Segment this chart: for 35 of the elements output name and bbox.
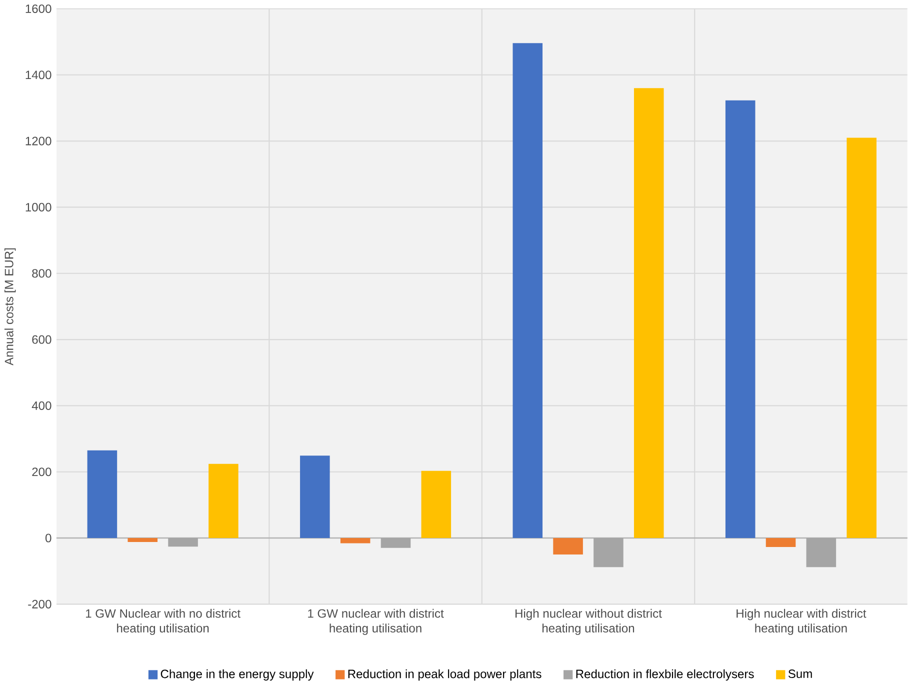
bar	[340, 538, 370, 544]
bar	[766, 538, 796, 547]
bar	[128, 538, 158, 542]
y-tick-label: 400	[32, 401, 52, 410]
y-axis-title: Annual costs [M EUR]	[4, 248, 16, 366]
legend-label: Reduction in peak load power plants	[348, 669, 542, 680]
bar	[208, 464, 238, 538]
bar	[380, 538, 411, 548]
bar	[512, 42, 543, 538]
bar	[725, 100, 756, 538]
legend-label: Sum	[788, 669, 812, 678]
y-tick-label: 200	[32, 467, 52, 476]
bar	[87, 450, 118, 538]
y-tick-label: 1600	[26, 4, 52, 13]
bar	[300, 455, 330, 538]
y-tick-label: 1200	[26, 136, 52, 146]
x-tick-label: High nuclear without district heating utilisation	[516, 608, 662, 635]
y-tick-label: 600	[32, 335, 52, 344]
bar	[806, 538, 836, 567]
y-tick-label: 0	[45, 534, 52, 542]
y-tick-label: 1400	[26, 70, 52, 79]
x-tick-label: 1 GW Nuclear with no district heating utilisation	[86, 608, 240, 635]
bar	[168, 538, 198, 546]
bar	[421, 470, 452, 538]
bar	[846, 138, 876, 538]
x-tick-label: High nuclear with district heating utilisation	[736, 608, 866, 635]
x-tick-label: 1 GW nuclear with district heating utilisation	[308, 608, 444, 635]
bar	[553, 538, 583, 554]
y-tick-label: -200	[28, 600, 52, 608]
legend-label: Change in the energy supply	[160, 669, 314, 680]
bar	[594, 538, 624, 567]
legend-label: Reduction in flexbile electrolysers	[576, 669, 754, 680]
y-tick-label: 1000	[26, 202, 52, 212]
bar	[634, 88, 664, 538]
y-tick-label: 800	[32, 268, 52, 278]
